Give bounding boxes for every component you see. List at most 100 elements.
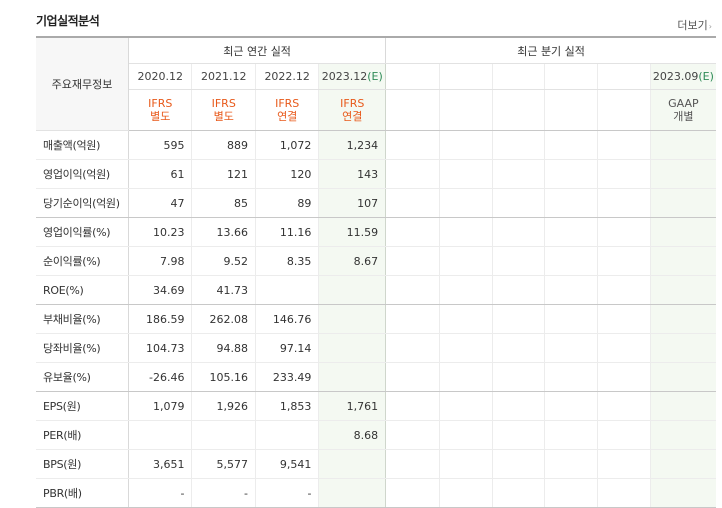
quarter-value xyxy=(492,188,546,218)
annual-value: 146.76 xyxy=(255,304,320,334)
table-row: ROE(%) 34.69 41.73 xyxy=(36,275,716,305)
chevron-right-icon: › xyxy=(708,22,712,31)
quarter-value xyxy=(597,304,651,334)
annual-value: 41.73 xyxy=(191,275,256,305)
row-label[interactable]: PBR(배) xyxy=(36,478,130,508)
annual-value: 143 xyxy=(318,159,387,189)
annual-period-2: 2021.12 xyxy=(191,63,256,90)
quarter-value xyxy=(385,478,440,508)
annual-value: 1,234 xyxy=(318,130,387,160)
annual-value: 1,926 xyxy=(191,391,256,421)
row-label[interactable]: 유보율(%) xyxy=(36,362,130,392)
annual-value xyxy=(318,333,387,363)
row-label[interactable]: 영업이익률(%) xyxy=(36,217,130,247)
quarter-value xyxy=(439,246,493,276)
quarter-value xyxy=(597,362,651,392)
row-label[interactable]: PER(배) xyxy=(36,420,130,450)
period-label: 2022.12 xyxy=(264,70,310,83)
quarter-value xyxy=(650,159,716,189)
consolidation-type: 연결 xyxy=(342,110,363,123)
annual-value: - xyxy=(255,478,320,508)
row-label[interactable]: 당기순이익(억원) xyxy=(36,188,130,218)
annual-value: 105.16 xyxy=(191,362,256,392)
annual-value: 120 xyxy=(255,159,320,189)
quarter-value xyxy=(544,362,599,392)
quarter-value xyxy=(544,275,599,305)
quarter-value xyxy=(385,246,440,276)
annual-value: 107 xyxy=(318,188,387,218)
annual-value xyxy=(318,449,387,479)
quarter-value xyxy=(385,449,440,479)
row-label[interactable]: BPS(원) xyxy=(36,449,130,479)
quarter-value xyxy=(597,449,651,479)
annual-value: 595 xyxy=(128,130,193,160)
period-label: 2023.09 xyxy=(652,70,699,83)
annual-value: 89 xyxy=(255,188,320,218)
quarter-standard-1 xyxy=(385,89,440,131)
annual-value: - xyxy=(128,478,193,508)
table-row: 순이익률(%) 7.98 9.52 8.35 8.67 xyxy=(36,246,716,276)
quarter-value xyxy=(544,159,599,189)
quarter-value xyxy=(492,420,546,450)
row-label[interactable]: 순이익률(%) xyxy=(36,246,130,276)
accounting-standard: GAAP xyxy=(668,97,699,110)
quarter-value xyxy=(439,333,493,363)
row-label[interactable]: 당좌비율(%) xyxy=(36,333,130,363)
quarter-value xyxy=(597,478,651,508)
quarter-value xyxy=(597,246,651,276)
table-row: 당좌비율(%) 104.73 94.88 97.14 xyxy=(36,333,716,363)
annual-value: 1,853 xyxy=(255,391,320,421)
quarter-value xyxy=(492,391,546,421)
quarter-value xyxy=(650,420,716,450)
row-label[interactable]: EPS(원) xyxy=(36,391,130,421)
annual-value: 9.52 xyxy=(191,246,256,276)
consolidation-type: 개별 xyxy=(673,110,694,123)
annual-value: 61 xyxy=(128,159,193,189)
row-label[interactable]: ROE(%) xyxy=(36,275,130,305)
annual-value xyxy=(318,275,387,305)
estimate-mark: (E) xyxy=(367,70,383,83)
annual-value: 262.08 xyxy=(191,304,256,334)
annual-value xyxy=(191,420,256,450)
quarter-period-5 xyxy=(597,63,651,90)
annual-value xyxy=(318,478,387,508)
quarter-value xyxy=(544,391,599,421)
quarter-value xyxy=(492,130,546,160)
annual-value: 97.14 xyxy=(255,333,320,363)
annual-value: 13.66 xyxy=(191,217,256,247)
table-row: 당기순이익(억원) 47 85 89 107 xyxy=(36,188,716,218)
annual-value: 47 xyxy=(128,188,193,218)
quarter-value xyxy=(650,304,716,334)
table-row: 영업이익률(%) 10.23 13.66 11.16 11.59 xyxy=(36,217,716,247)
quarter-value xyxy=(439,130,493,160)
header-row-periods: 2020.12 2021.12 2022.12 2023.12(E) 2023.09(E… xyxy=(36,63,716,90)
more-link[interactable]: 더보기› xyxy=(677,17,712,33)
annual-value: -26.46 xyxy=(128,362,193,392)
table-body: 매출액(억원) 595 889 1,072 1,234 영업이익(억원) 61 121 120 1… xyxy=(36,130,716,508)
annual-value: 34.69 xyxy=(128,275,193,305)
row-label[interactable]: 영업이익(억원) xyxy=(36,159,130,189)
quarter-value xyxy=(650,391,716,421)
annual-section-title: 최근 연간 실적 xyxy=(128,36,387,64)
annual-value: 9,541 xyxy=(255,449,320,479)
quarter-value xyxy=(597,420,651,450)
annual-value: 7.98 xyxy=(128,246,193,276)
accounting-standard: IFRS xyxy=(211,97,236,110)
estimate-mark: (E) xyxy=(698,70,714,83)
quarter-value xyxy=(544,304,599,334)
annual-value: 1,072 xyxy=(255,130,320,160)
table-row: 부채비율(%) 186.59 262.08 146.76 xyxy=(36,304,716,334)
quarter-standard-2 xyxy=(439,89,493,131)
quarter-value xyxy=(385,217,440,247)
table-row: BPS(원) 3,651 5,577 9,541 xyxy=(36,449,716,479)
quarter-value xyxy=(439,478,493,508)
quarter-value xyxy=(439,217,493,247)
row-label[interactable]: 매출액(억원) xyxy=(36,130,130,160)
annual-value: 104.73 xyxy=(128,333,193,363)
row-label[interactable]: 부채비율(%) xyxy=(36,304,130,334)
annual-value: 233.49 xyxy=(255,362,320,392)
table-header: 주요재무정보 최근 연간 실적 최근 분기 실적 2020.12 2021.12 2… xyxy=(36,36,716,131)
table-row: 영업이익(억원) 61 121 120 143 xyxy=(36,159,716,189)
period-label: 2023.12 xyxy=(321,70,368,83)
